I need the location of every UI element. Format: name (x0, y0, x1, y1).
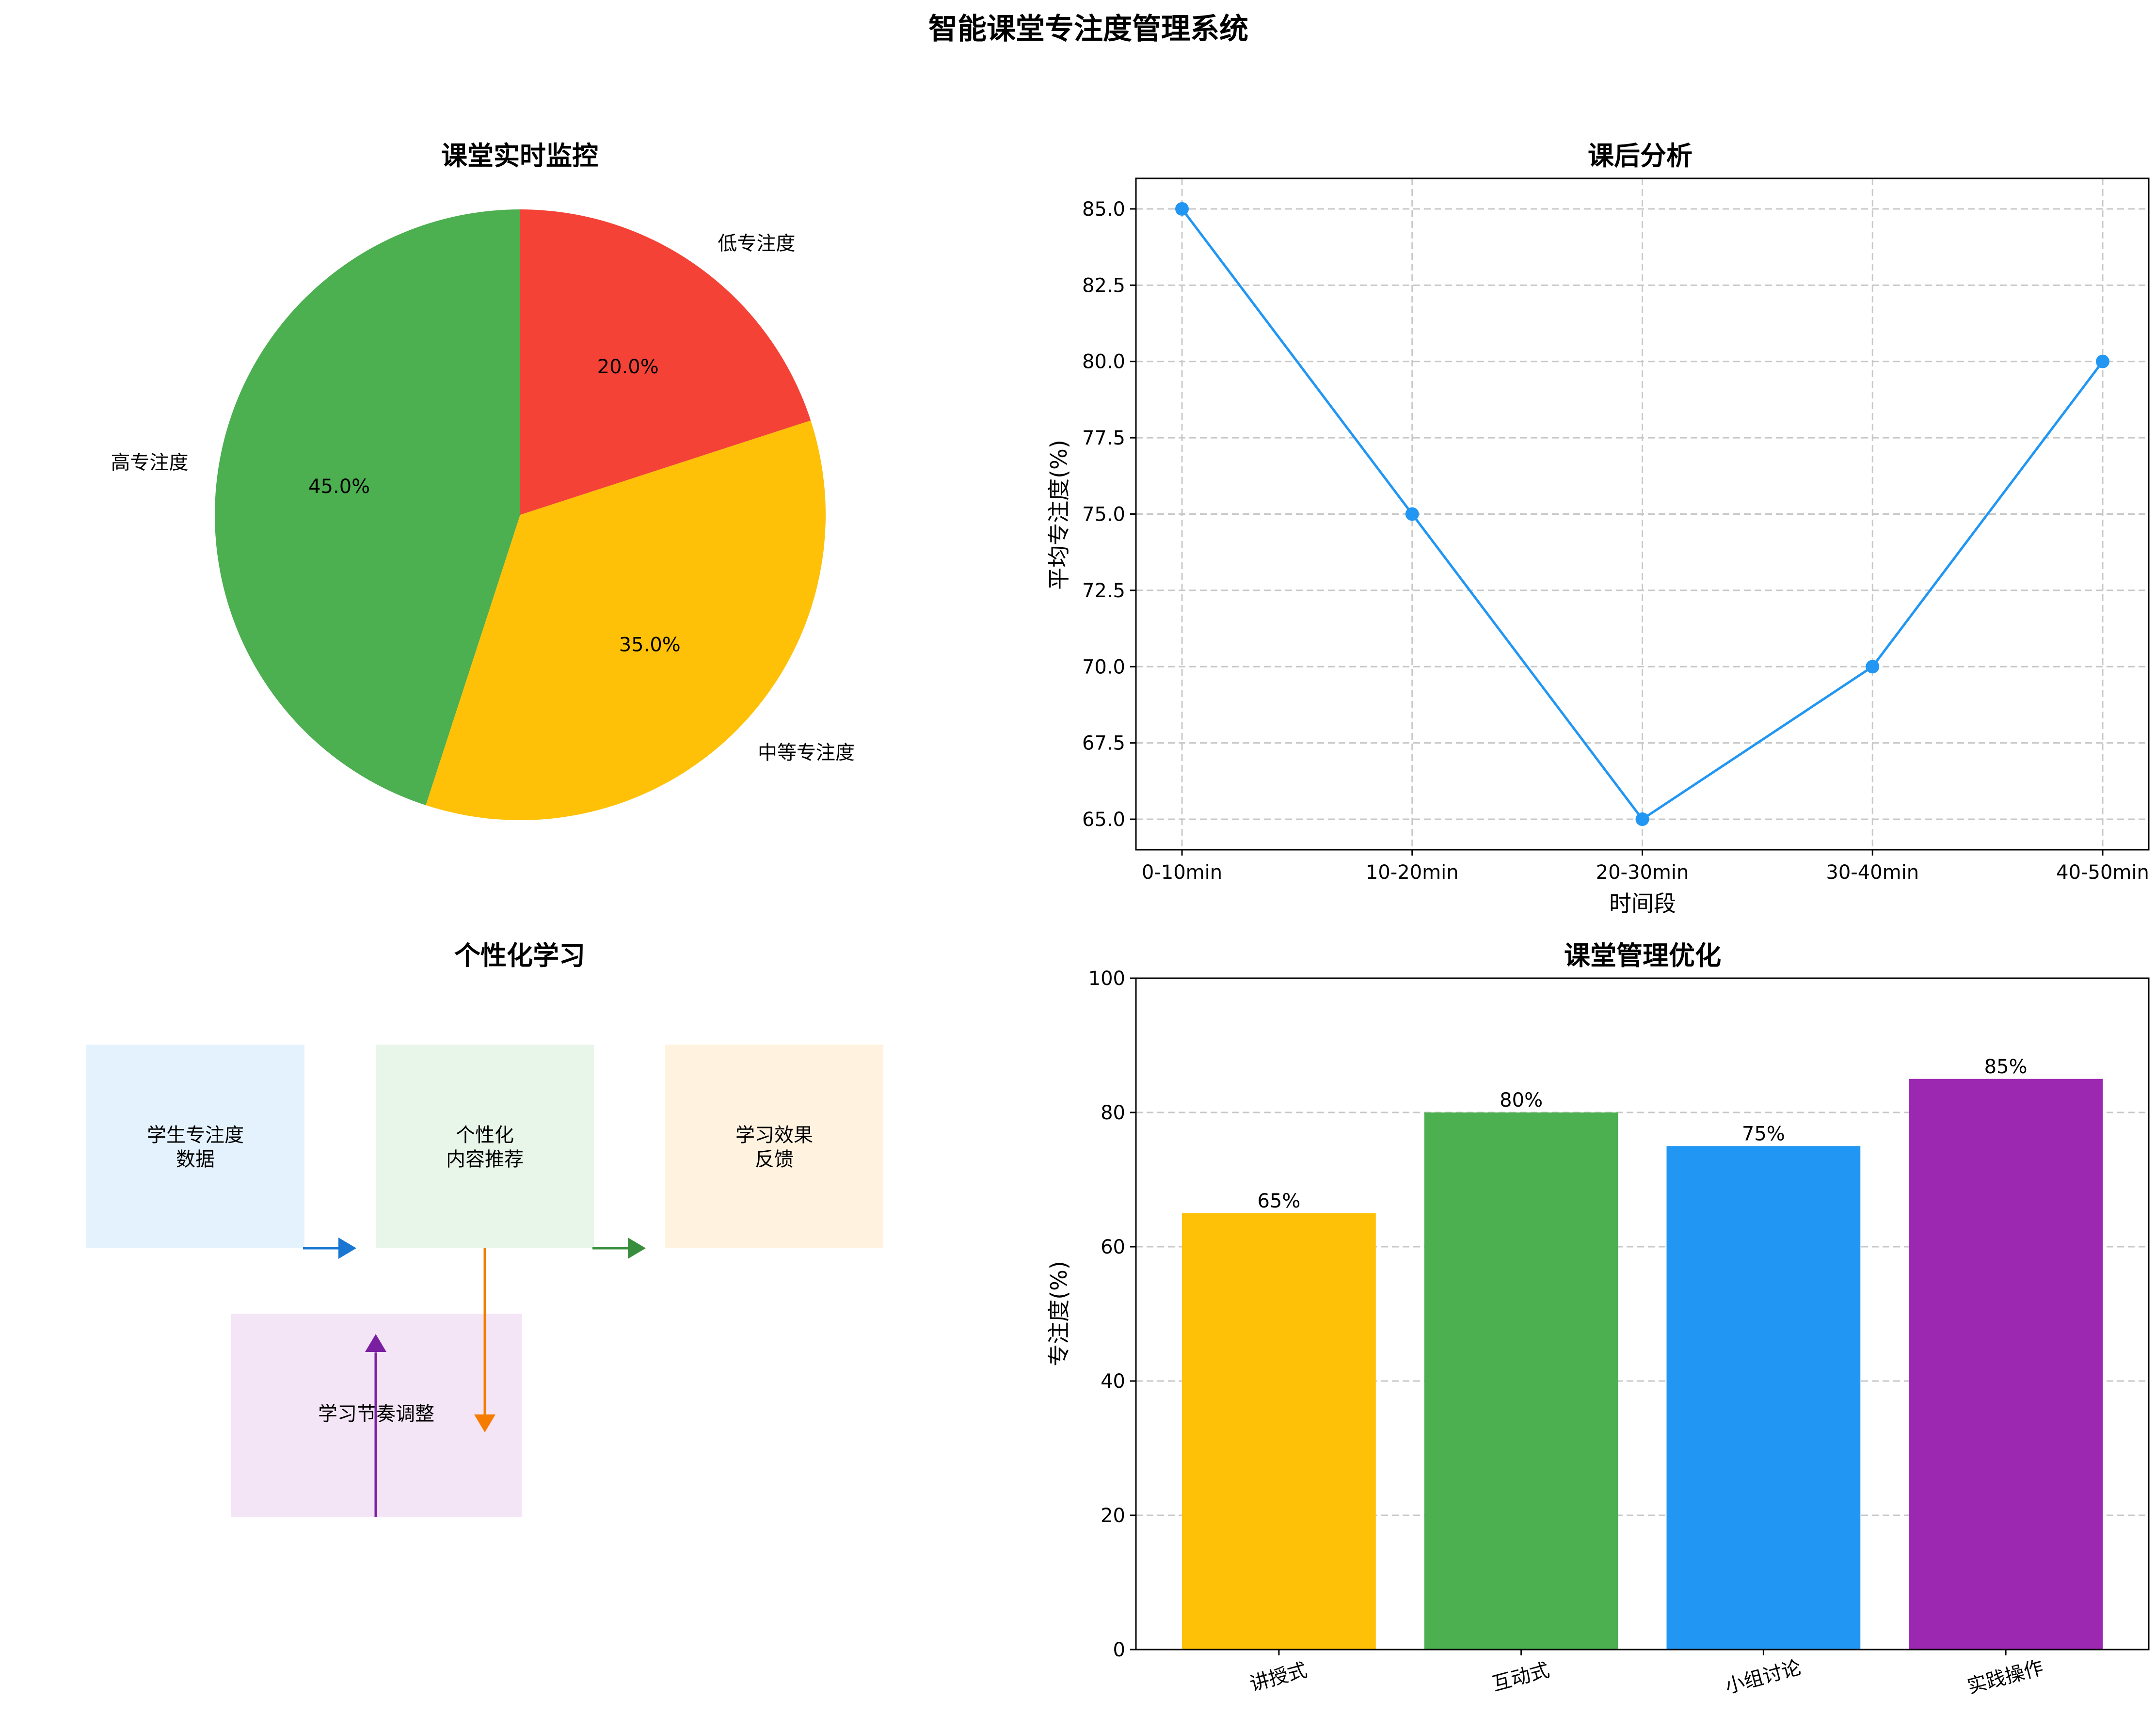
bar (1909, 1079, 2103, 1650)
box-feedback-line1: 学习效果 (735, 1124, 813, 1146)
line-plot-frame (1135, 177, 2150, 851)
line-y-tick-label: 70.0 (1082, 656, 1125, 678)
box-feedback (665, 1045, 883, 1248)
bar-x-tick-label: 小组讨论 (1723, 1656, 1803, 1698)
bar-value-label: 85% (1984, 1056, 2028, 1078)
bar-plot-frame (1135, 977, 2150, 1651)
line-chart: 课后分析 65.0 67.5 70.0 72.5 75.0 77.5 80.0 82.5 85.… (1046, 141, 2150, 917)
bar-value-label: 75% (1742, 1123, 1785, 1145)
line-x-tick-label: 20-30min (1596, 861, 1689, 884)
box-feedback-line2: 反馈 (755, 1148, 794, 1171)
box-content-recommend-line2: 内容推荐 (446, 1148, 524, 1171)
line-x-tick-label: 10-20min (1366, 861, 1459, 884)
figure-title: 智能课堂专注度管理系统 (928, 12, 1248, 46)
line-y-tick-label: 65.0 (1082, 809, 1125, 831)
pie-slice-high (214, 209, 521, 806)
pie-category-label: 中等专注度 (758, 742, 855, 764)
pie-value-label: 45.0% (308, 476, 370, 498)
box-student-data-line1: 学生专注度 (147, 1124, 244, 1146)
pie-category-label: 高专注度 (111, 452, 189, 474)
bar-x-tick-label: 讲授式 (1247, 1659, 1310, 1695)
pie-category-label: 低专注度 (718, 232, 795, 254)
arrow-recommend-to-pace-head (474, 1414, 495, 1432)
bar-y-tick-label: 20 (1101, 1505, 1125, 1527)
line-x-axis-label: 时间段 (1609, 890, 1676, 917)
box-content-recommend (376, 1045, 594, 1248)
bar-bars: 65% 80% 75% 85% (1182, 1056, 2103, 1650)
line-chart-title: 课后分析 (1588, 141, 1693, 171)
bar-y-tick-label: 40 (1101, 1370, 1125, 1393)
line-x-tick-label: 0-10min (1142, 861, 1222, 884)
box-student-data-line2: 数据 (176, 1148, 215, 1171)
line-ticks: 65.0 67.5 70.0 72.5 75.0 77.5 80.0 82.5 85.0 0-10… (1082, 198, 2149, 884)
line-y-tick-label: 82.5 (1082, 274, 1125, 297)
bar-value-label: 80% (1500, 1089, 1543, 1112)
line-point (1635, 812, 1649, 826)
arrow-recommend-to-feedback-head (628, 1238, 646, 1259)
line-point (1175, 202, 1189, 216)
pie-chart: 课堂实时监控 45.0% 高专注度 35.0% 中等专注度 20.0% 低专注度 (111, 141, 855, 821)
line-y-tick-label: 72.5 (1082, 580, 1125, 602)
line-point (1405, 507, 1419, 521)
bar-y-tick-label: 0 (1113, 1639, 1125, 1661)
box-content-recommend-line1: 个性化 (456, 1124, 514, 1146)
bar-value-label: 65% (1257, 1190, 1300, 1212)
bar (1182, 1213, 1376, 1650)
line-grid (1136, 178, 2149, 850)
pie-slice-low (520, 209, 811, 515)
box-student-data (86, 1045, 304, 1248)
line-point (1866, 660, 1880, 674)
arrow-pace-up-head (365, 1334, 386, 1352)
flow-diagram: 个性化学习 学生专注度 数据 个性化 内容推荐 学习效果 反馈 学习节奏调整 (86, 940, 883, 1517)
line-y-axis-label: 平均专注度(%) (1046, 440, 1072, 590)
bar-y-tick-label: 100 (1088, 968, 1125, 990)
pie-value-label: 20.0% (597, 356, 659, 378)
bar-x-tick-label: 实践操作 (1965, 1656, 2045, 1698)
bar-x-tick-label: 互动式 (1490, 1659, 1552, 1695)
pie-labels: 45.0% 高专注度 35.0% 中等专注度 20.0% 低专注度 (111, 232, 855, 764)
bar-y-tick-label: 60 (1101, 1236, 1125, 1258)
bar-chart: 课堂管理优化 0 20 40 60 80 100 讲授式 互动式 小组讨论 实践操作 65% 80%… (1046, 940, 2150, 1698)
line-y-tick-label: 77.5 (1082, 427, 1125, 449)
line-points (1175, 202, 2109, 826)
line-y-tick-label: 80.0 (1082, 351, 1125, 373)
line-x-tick-label: 40-50min (2056, 861, 2149, 884)
pie-value-label: 35.0% (619, 634, 681, 656)
pie-slices (214, 209, 826, 821)
bar (1424, 1112, 1618, 1650)
diagram-title: 个性化学习 (454, 940, 585, 971)
bar (1666, 1146, 1861, 1650)
line-x-tick-label: 30-40min (1826, 861, 1919, 884)
line-y-tick-label: 75.0 (1082, 504, 1125, 526)
bar-y-axis-label: 专注度(%) (1046, 1261, 1072, 1366)
line-y-tick-label: 85.0 (1082, 198, 1125, 221)
pie-chart-title: 课堂实时监控 (441, 141, 598, 171)
bar-chart-title: 课堂管理优化 (1564, 940, 1721, 971)
line-y-tick-label: 67.5 (1082, 732, 1125, 755)
arrow-data-to-recommend-head (338, 1238, 356, 1259)
bar-y-tick-label: 80 (1101, 1102, 1125, 1124)
pie-slice-medium (426, 420, 826, 821)
line-point (2096, 354, 2109, 368)
